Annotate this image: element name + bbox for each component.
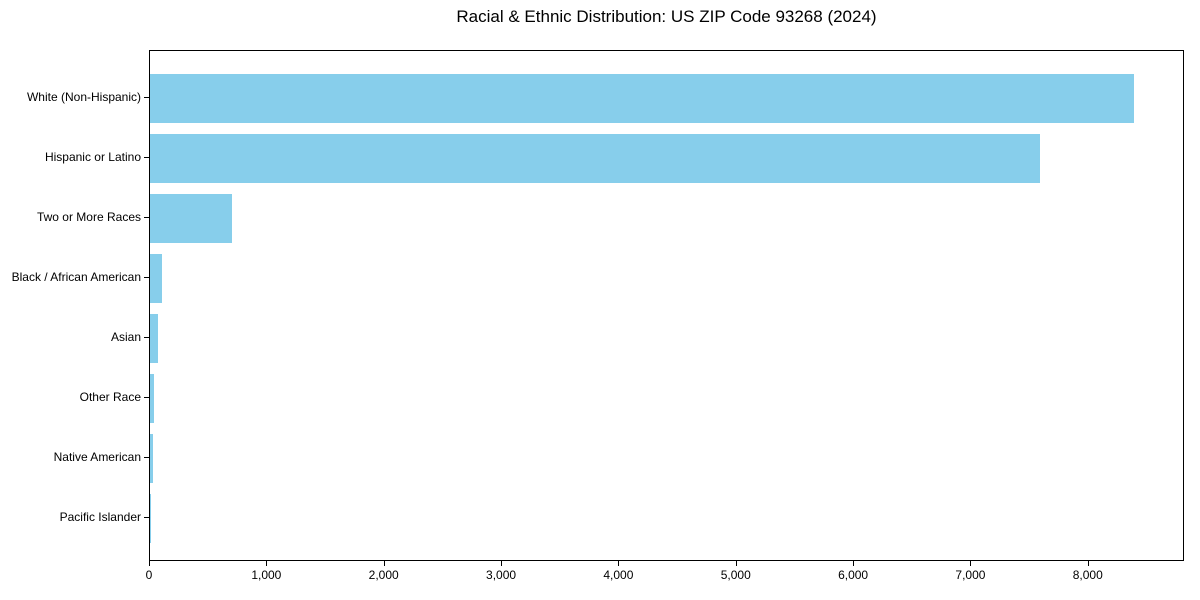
x-tick-label: 1,000	[251, 568, 282, 582]
bar-hispanic-or-latino: 7600	[150, 133, 1041, 183]
x-tick-mark	[853, 561, 855, 566]
chart-title: Racial & Ethnic Distribution: US ZIP Cod…	[456, 7, 877, 26]
x-tick-label: 8,000	[1072, 568, 1103, 582]
plot-area: 8400 7600 700 100 65 32 28 5	[149, 50, 1184, 561]
y-tick-mark	[144, 337, 149, 338]
x-tick-label: 3,000	[486, 568, 517, 582]
bar-black-african-american: 100	[150, 253, 162, 303]
x-tick-mark	[1087, 561, 1089, 566]
y-tick-label-hispanic-or-latino: Hispanic or Latino	[44, 150, 141, 164]
y-tick-mark	[144, 157, 149, 158]
x-tick-mark	[735, 561, 737, 566]
y-tick-label-asian: Asian	[110, 330, 141, 344]
x-tick-mark	[266, 561, 268, 566]
x-tick-mark	[383, 561, 385, 566]
y-tick-mark	[144, 217, 149, 218]
x-tick-label: 4,000	[603, 568, 634, 582]
x-tick-mark	[970, 561, 972, 566]
bar-other-race: 32	[150, 373, 154, 423]
x-tick-label: 2,000	[368, 568, 399, 582]
y-tick-mark	[144, 457, 149, 458]
bar-two-or-more-races: 700	[150, 193, 232, 243]
y-tick-mark	[144, 397, 149, 398]
x-tick-label: 5,000	[720, 568, 751, 582]
bar-pacific-islander: 5	[150, 493, 151, 543]
y-tick-label-native-american: Native American	[53, 450, 141, 464]
bar-native-american: 28	[150, 433, 154, 483]
y-tick-label-white-non-hispanic: White (Non-Hispanic)	[26, 90, 141, 104]
x-tick-label: 7,000	[955, 568, 986, 582]
y-tick-label-pacific-islander: Pacific Islander	[59, 510, 141, 524]
bar-asian: 65	[150, 313, 158, 363]
y-tick-label-black-african-american: Black / African American	[11, 270, 141, 284]
y-tick-label-other-race: Other Race	[79, 390, 141, 404]
x-tick-mark	[149, 561, 150, 566]
x-tick-label: 6,000	[838, 568, 869, 582]
x-tick-label: 0	[145, 568, 153, 582]
x-tick-mark	[501, 561, 503, 566]
y-tick-mark	[144, 277, 149, 278]
y-tick-mark	[144, 97, 149, 98]
y-tick-mark	[144, 517, 149, 518]
bar-white-non-hispanic: 8400	[150, 73, 1134, 123]
x-tick-mark	[618, 561, 620, 566]
y-tick-label-two-or-more-races: Two or More Races	[36, 210, 141, 224]
